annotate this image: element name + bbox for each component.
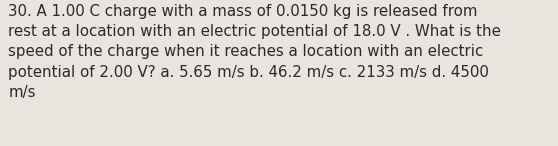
Text: 30. A 1.00 C charge with a mass of 0.0150 kg is released from
rest at a location: 30. A 1.00 C charge with a mass of 0.015… xyxy=(8,4,501,100)
